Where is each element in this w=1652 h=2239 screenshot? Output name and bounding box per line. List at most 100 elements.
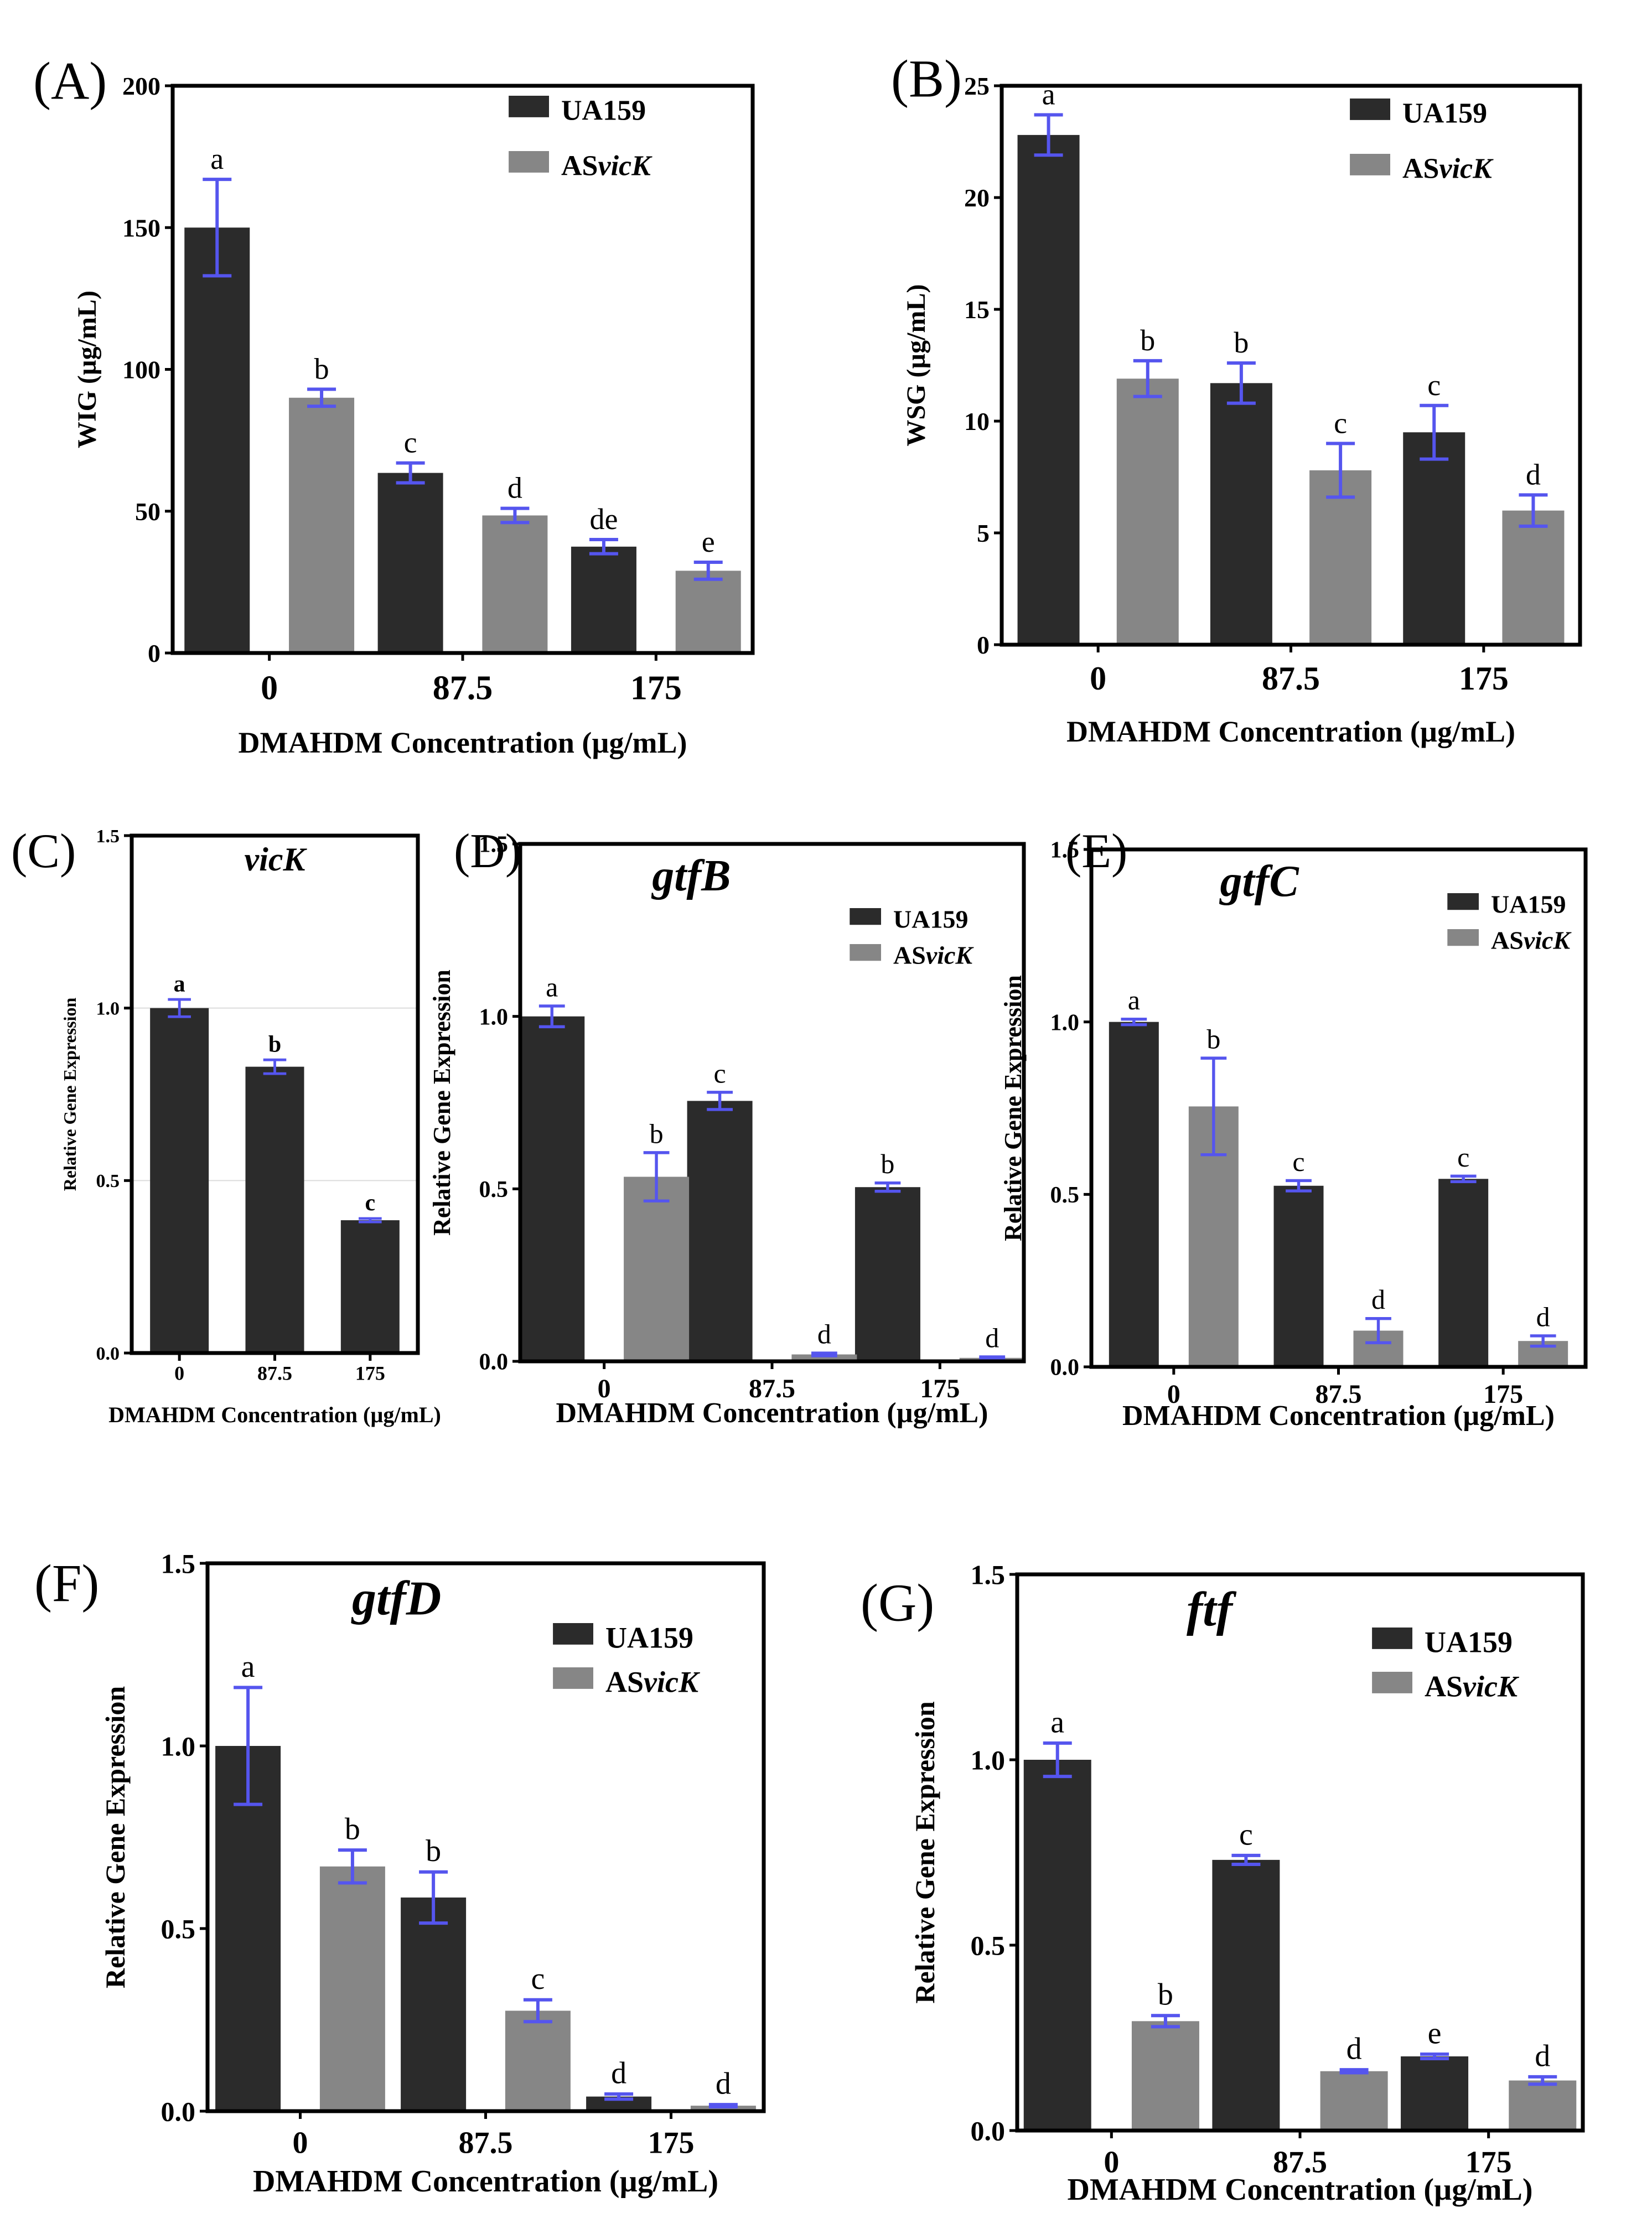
- bar-ua159-87.5: [401, 1897, 467, 2111]
- legend-label: UA159: [561, 95, 646, 127]
- y-tick-label: 10: [964, 407, 990, 436]
- legend-swatch: [1372, 1672, 1412, 1693]
- legend-label: UA159: [1402, 98, 1487, 129]
- significance-letter: e: [702, 525, 715, 558]
- x-axis-title: DMAHDM Concentration (µg/mL): [253, 2164, 718, 2199]
- plot-frame: [170, 84, 755, 655]
- y-tick-label: 0: [148, 639, 160, 667]
- significance-letter: a: [1042, 78, 1055, 111]
- bar-ua159-0: [1109, 1022, 1159, 1367]
- significance-letter: c: [1457, 1142, 1469, 1173]
- x-axis-title: DMAHDM Concentration (µg/mL): [1067, 2173, 1532, 2207]
- y-tick-label: 5: [977, 519, 990, 547]
- legend-swatch: [509, 96, 549, 117]
- significance-letter: de: [589, 502, 618, 536]
- significance-letter: c: [404, 426, 417, 459]
- legend-label: UA159: [1491, 890, 1566, 919]
- x-tick-label: 175: [1459, 660, 1509, 697]
- legend-label: ASvicK: [1491, 926, 1572, 955]
- bar-asvick-87.5: [505, 2010, 571, 2111]
- significance-letter: b: [268, 1032, 281, 1057]
- chart-title: gtfC: [1219, 857, 1300, 906]
- plot-frame: [1000, 84, 1582, 647]
- y-tick-label: 1.5: [479, 832, 509, 858]
- chart-title: vicK: [245, 841, 308, 878]
- significance-letter: c: [1334, 407, 1347, 440]
- legend-swatch: [850, 908, 881, 925]
- y-tick-label: 0.0: [96, 1344, 120, 1364]
- legend-swatch: [1372, 1628, 1412, 1649]
- x-axis-title: DMAHDM Concentration (µg/mL): [556, 1397, 988, 1429]
- x-tick-label: 175: [920, 1374, 960, 1403]
- significance-letter: c: [713, 1058, 726, 1089]
- x-tick-label: 175: [1465, 2145, 1512, 2180]
- y-tick-label: 1.0: [1050, 1010, 1080, 1035]
- significance-letter: d: [1526, 458, 1541, 491]
- x-axis-title: DMAHDM Concentration (µg/mL): [1066, 715, 1515, 748]
- y-axis-title: Relative Gene Expression: [428, 970, 455, 1236]
- significance-letter: b: [650, 1118, 664, 1149]
- x-tick-label: 87.5: [1262, 660, 1320, 697]
- bar-ua159-87.5: [377, 473, 443, 653]
- legend: UA159 ASvicK: [553, 1621, 701, 1698]
- y-tick-label: 0.5: [971, 1930, 1006, 1961]
- panel-label: (B): [891, 49, 962, 108]
- x-tick-label: 0: [598, 1374, 611, 1403]
- legend: UA159 ASvicK: [1350, 98, 1494, 185]
- panel-label: (G): [861, 1573, 934, 1632]
- x-tick-label: 0: [1104, 2145, 1119, 2180]
- bar-asvick-87.5: [1320, 2071, 1388, 2131]
- x-tick-label: 87.5: [257, 1362, 292, 1385]
- x-tick-label: 87.5: [749, 1374, 795, 1403]
- chart-title: ftf: [1187, 1583, 1237, 1636]
- y-tick-label: 0.0: [479, 1350, 509, 1375]
- bar-ua159-175: [571, 546, 636, 653]
- legend-label: ASvicK: [561, 151, 652, 182]
- significance-letter: c: [365, 1190, 376, 1216]
- significance-letter: d: [716, 2067, 731, 2101]
- panel-label: (F): [34, 1554, 99, 1613]
- y-tick-label: 0.0: [971, 2116, 1006, 2147]
- bar-asvick-0: [289, 397, 355, 653]
- y-tick-label: 1.5: [1050, 838, 1080, 863]
- bar-ua159-175: [855, 1187, 920, 1361]
- significance-letter: d: [817, 1319, 831, 1350]
- bar-asvick-0: [319, 1866, 385, 2111]
- y-tick-label: 20: [964, 184, 990, 212]
- y-tick-label: 1.5: [971, 1559, 1006, 1590]
- significance-letter: d: [1347, 2032, 1362, 2066]
- significance-letter: d: [1535, 2039, 1550, 2073]
- significance-letter: b: [1206, 1024, 1220, 1055]
- bar-ua159-0: [1023, 1760, 1091, 2131]
- significance-letter: b: [426, 1834, 441, 1868]
- legend: UA159 ASvicK: [1372, 1625, 1520, 1703]
- bar-ua159-0: [1017, 134, 1080, 645]
- y-tick-label: 50: [135, 497, 160, 526]
- y-tick-label: 0.0: [161, 2096, 196, 2127]
- y-tick-label: 200: [122, 72, 160, 100]
- legend-label: ASvicK: [1402, 153, 1494, 185]
- significance-letter: a: [546, 971, 558, 1002]
- significance-letter: a: [1128, 984, 1140, 1015]
- legend: UA159 ASvicK: [850, 905, 974, 970]
- y-axis-title: WSG (µg/mL): [902, 284, 931, 447]
- significance-letter: a: [241, 1650, 255, 1684]
- significance-letter: d: [611, 2056, 626, 2090]
- significance-letter: b: [1140, 324, 1155, 357]
- y-tick-label: 1.0: [479, 1004, 509, 1030]
- y-axis-title: Relative Gene Expression: [60, 997, 80, 1191]
- x-axis-title: DMAHDM Concentration (µg/mL): [239, 726, 687, 759]
- bar-asvick-175: [1509, 2080, 1577, 2131]
- legend: UA159 ASvicK: [509, 95, 652, 182]
- chart-title: gtfD: [351, 1572, 441, 1625]
- significance-letter: c: [531, 1962, 545, 1996]
- bar-ua159-87.5: [245, 1066, 304, 1353]
- significance-letter: b: [881, 1148, 894, 1179]
- bar-ua159-0: [215, 1746, 281, 2111]
- significance-letter: d: [1371, 1284, 1385, 1315]
- y-tick-label: 1.5: [96, 826, 120, 847]
- significance-letter: c: [1239, 1817, 1253, 1852]
